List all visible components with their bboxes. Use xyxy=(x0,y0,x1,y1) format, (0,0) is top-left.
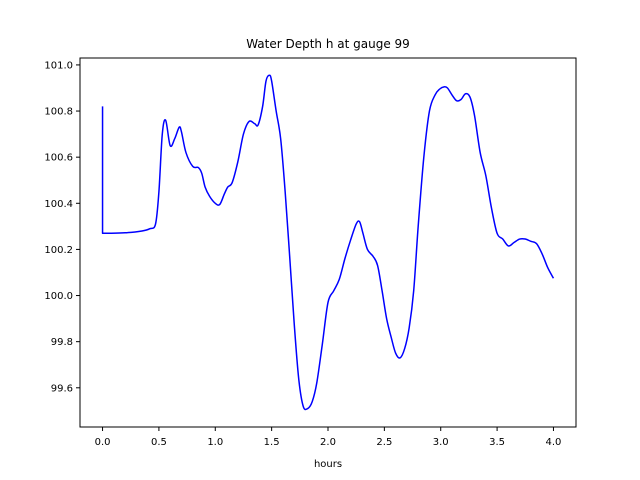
x-tick-label: 2.5 xyxy=(376,437,392,448)
x-tick-label: 3.0 xyxy=(433,437,449,448)
y-tick-label: 101.0 xyxy=(44,60,73,71)
y-tick-label: 100.6 xyxy=(44,153,73,164)
x-axis-label: hours xyxy=(314,459,342,470)
x-tick-label: 1.5 xyxy=(264,437,280,448)
x-tick-label: 0.0 xyxy=(95,437,111,448)
series-line-water-depth xyxy=(101,74,555,411)
plot-frame xyxy=(79,57,577,428)
y-tick-label: 100.0 xyxy=(44,291,73,302)
x-axis: 0.0 0.5 1.0 1.5 2.0 2.5 3.0 3.5 4.0 xyxy=(95,427,562,448)
y-tick-label: 100.4 xyxy=(44,199,73,210)
y-axis: 99.6 99.8 100.0 100.2 100.4 100.6 100.8 101.0 xyxy=(44,60,80,394)
y-tick-label: 99.6 xyxy=(51,383,73,394)
y-tick-label: 100.8 xyxy=(44,107,73,118)
x-tick-label: 0.5 xyxy=(151,437,167,448)
chart-title: Water Depth h at gauge 99 xyxy=(246,37,410,51)
x-tick-label: 4.0 xyxy=(546,437,562,448)
x-tick-label: 3.5 xyxy=(489,437,505,448)
plot-area xyxy=(101,74,555,411)
x-tick-label: 2.0 xyxy=(320,437,336,448)
y-tick-label: 100.2 xyxy=(44,245,73,256)
y-tick-label: 99.8 xyxy=(51,337,73,348)
x-tick-label: 1.0 xyxy=(207,437,223,448)
